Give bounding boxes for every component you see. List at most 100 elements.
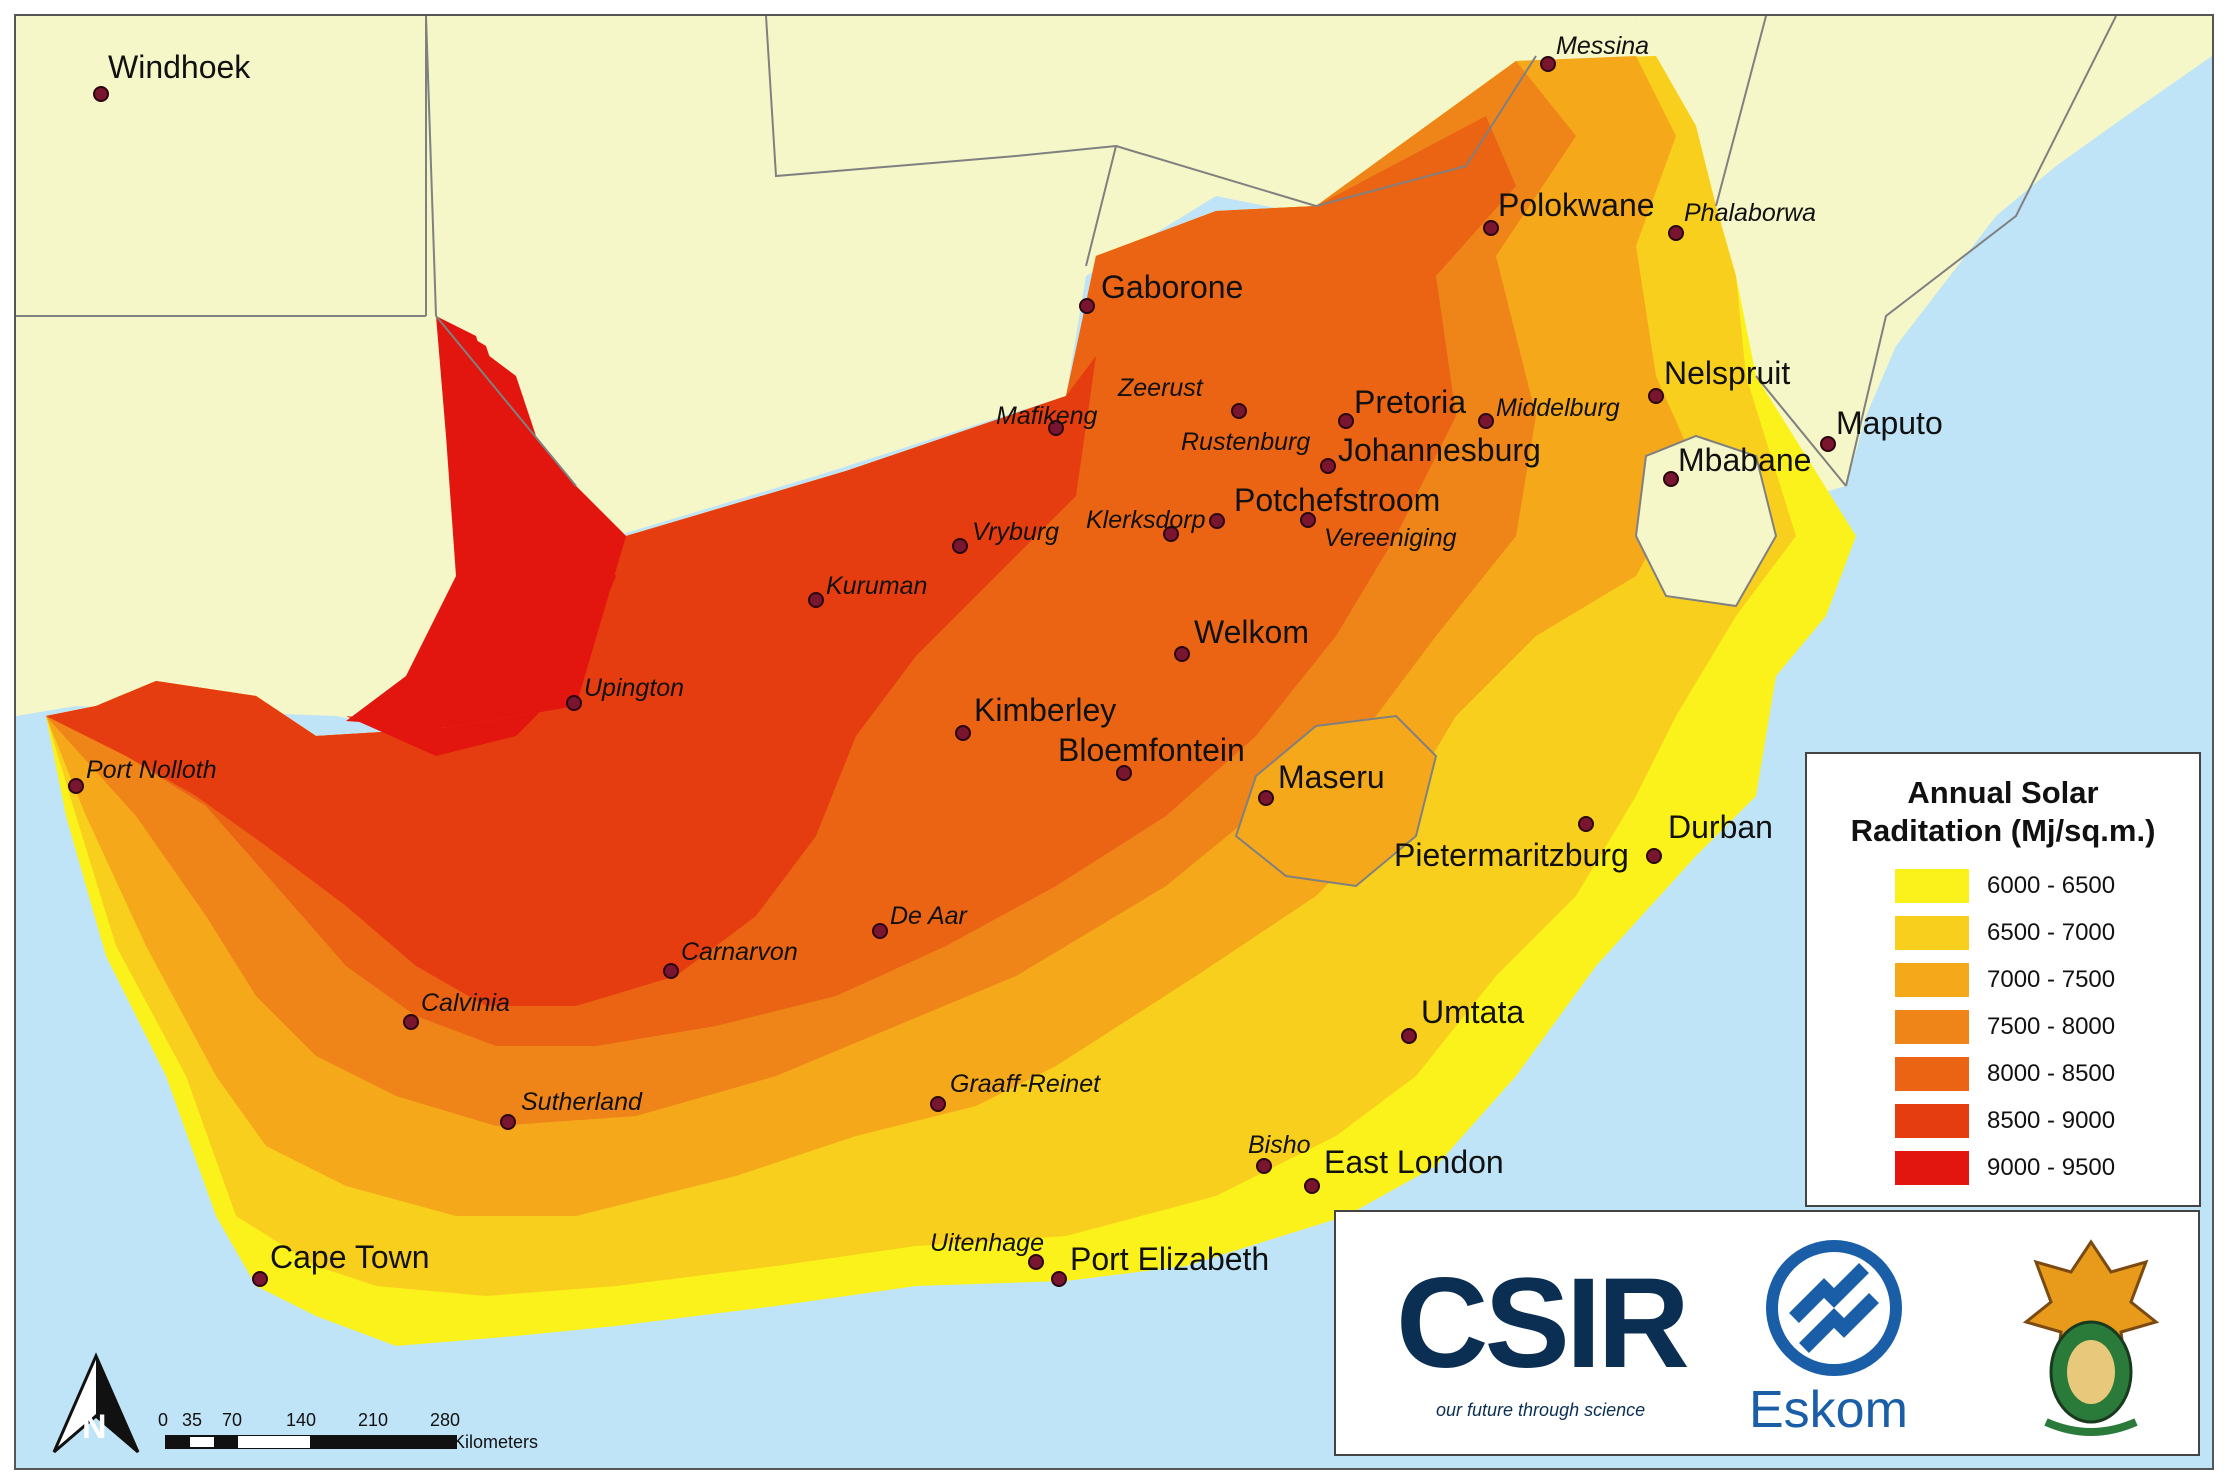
legend-label: 6500 - 7000 (1987, 919, 2116, 946)
logo-panel: CSIR our future through science Eskom (1334, 1210, 2200, 1456)
city-dot-cape-town (252, 1271, 268, 1287)
city-label-polokwane: Polokwane (1498, 187, 1655, 223)
legend-label: 6000 - 6500 (1987, 872, 2116, 899)
csir-tagline: our future through science (1436, 1400, 1646, 1420)
zone-9000-9500-core (346, 316, 626, 728)
borders (16, 16, 2117, 487)
city-label-maseru: Maseru (1278, 759, 1385, 795)
scale-tick: 35 (182, 1410, 203, 1430)
city-dots (68, 56, 1836, 1287)
legend-label: 7500 - 8000 (1987, 1013, 2116, 1040)
city-dot-welkom (1174, 646, 1190, 662)
lesotho (1234, 714, 1438, 888)
north-arrow-icon: N (52, 1352, 140, 1454)
city-dot-maseru (1258, 790, 1274, 806)
city-dot-windhoek (93, 86, 109, 102)
city-dot-durban (1646, 848, 1662, 864)
city-label-upington: Upington (584, 674, 684, 702)
city-label-nelspruit: Nelspruit (1664, 355, 1790, 391)
city-dot-vryburg (952, 538, 968, 554)
legend-swatch (1895, 1010, 1969, 1044)
city-dot-potchefstroom (1209, 513, 1225, 529)
city-label-calvinia: Calvinia (421, 989, 510, 1017)
city-dot-maputo (1820, 436, 1836, 452)
city-label-kuruman: Kuruman (826, 572, 927, 600)
city-dot-klerksdorp (1163, 526, 1179, 542)
city-label-rustenburg: Rustenburg (1181, 428, 1310, 456)
legend-swatch (1895, 869, 1969, 903)
city-label-phalaborwa: Phalaborwa (1684, 199, 1816, 227)
legend-title-line1: Annual Solar (1907, 775, 2099, 810)
legend-swatch (1895, 1151, 1969, 1185)
legend-label: 9000 - 9500 (1987, 1154, 2116, 1181)
city-label-sutherland: Sutherland (521, 1088, 643, 1116)
city-dot-graaff-reinet (930, 1096, 946, 1112)
scale-tick: 0 (158, 1410, 169, 1430)
scale-tick: 70 (222, 1410, 243, 1430)
city-dot-calvinia (403, 1014, 419, 1030)
city-dot-bisho (1256, 1158, 1272, 1174)
eskom-wordmark: Eskom (1749, 1381, 1908, 1439)
city-label-vereeniging: Vereeniging (1324, 524, 1457, 552)
city-dot-pietermaritzburg (1578, 816, 1594, 832)
city-dot-middelburg (1478, 413, 1494, 429)
zone-8500-9000 (46, 356, 1096, 1006)
city-dot-vereeniging (1300, 512, 1316, 528)
city-label-de-aar: De Aar (890, 902, 969, 930)
city-dot-kuruman (808, 592, 824, 608)
eskom-logo-icon (1766, 1240, 1902, 1376)
city-dot-bloemfontein (1116, 765, 1132, 781)
city-label-east-london: East London (1324, 1144, 1504, 1180)
city-label-pretoria: Pretoria (1354, 384, 1466, 420)
city-label-port-nolloth: Port Nolloth (86, 756, 217, 784)
scale-bar (165, 1435, 457, 1449)
city-label-mbabane: Mbabane (1678, 442, 1811, 478)
city-dot-upington (566, 695, 582, 711)
city-label-johannesburg: Johannesburg (1338, 432, 1541, 468)
city-label-mafikeng: Mafikeng (996, 402, 1098, 430)
legend: Annual Solar Raditation (Mj/sq.m.) 6000 … (1805, 752, 2201, 1207)
city-label-kimberley: Kimberley (974, 692, 1116, 728)
solar-radiation-map: Windhoek Messina Polokwane Phalaborwa Ga… (16, 16, 2212, 1468)
city-label-messina: Messina (1556, 32, 1649, 60)
city-label-carnarvon: Carnarvon (681, 938, 798, 966)
city-labels: Windhoek Messina Polokwane Phalaborwa Ga… (86, 32, 1943, 1277)
city-label-umtata: Umtata (1421, 994, 1524, 1030)
city-label-vryburg: Vryburg (972, 518, 1059, 546)
city-label-port-elizabeth: Port Elizabeth (1070, 1241, 1269, 1277)
city-label-windhoek: Windhoek (108, 49, 251, 85)
city-dot-pretoria (1338, 413, 1354, 429)
city-label-bisho: Bisho (1248, 1131, 1311, 1159)
city-dot-johannesburg (1320, 458, 1336, 474)
city-dot-carnarvon (663, 963, 679, 979)
city-label-klerksdorp: Klerksdorp (1086, 506, 1206, 534)
city-dot-de-aar (872, 923, 888, 939)
legend-label: 8500 - 9000 (1987, 1107, 2116, 1134)
city-dot-nelspruit (1648, 388, 1664, 404)
scale-unit-label: Kilometers (453, 1432, 539, 1452)
city-dot-phalaborwa (1668, 225, 1684, 241)
city-label-welkom: Welkom (1194, 614, 1309, 650)
map-frame: Windhoek Messina Polokwane Phalaborwa Ga… (14, 14, 2214, 1470)
city-dot-east-london (1304, 1178, 1320, 1194)
legend-swatch (1895, 1104, 1969, 1138)
city-dot-uitenhage (1028, 1254, 1044, 1270)
city-label-gaborone: Gaborone (1101, 269, 1243, 305)
legend-title-line2: Raditation (Mj/sq.m.) (1850, 813, 2156, 848)
city-dot-zeerust (1231, 403, 1247, 419)
legend-swatch (1895, 963, 1969, 997)
scale-tick: 210 (358, 1410, 389, 1430)
legend-swatch (1895, 916, 1969, 950)
legend-label: 7000 - 7500 (1987, 966, 2116, 993)
city-label-zeerust: Zeerust (1117, 374, 1204, 402)
city-label-uitenhage: Uitenhage (930, 1229, 1044, 1257)
scale-tick: 280 (430, 1410, 461, 1430)
city-label-graaff-reinet: Graaff-Reinet (950, 1070, 1101, 1098)
csir-logo: CSIR (1396, 1252, 1690, 1395)
legend-swatch (1895, 1057, 1969, 1091)
city-dot-sutherland (500, 1114, 516, 1130)
city-label-middelburg: Middelburg (1496, 394, 1620, 422)
legend-title: Annual Solar Raditation (Mj/sq.m.) (1807, 774, 2199, 850)
neighbor-land-west (16, 16, 1716, 736)
city-dot-umtata (1401, 1028, 1417, 1044)
